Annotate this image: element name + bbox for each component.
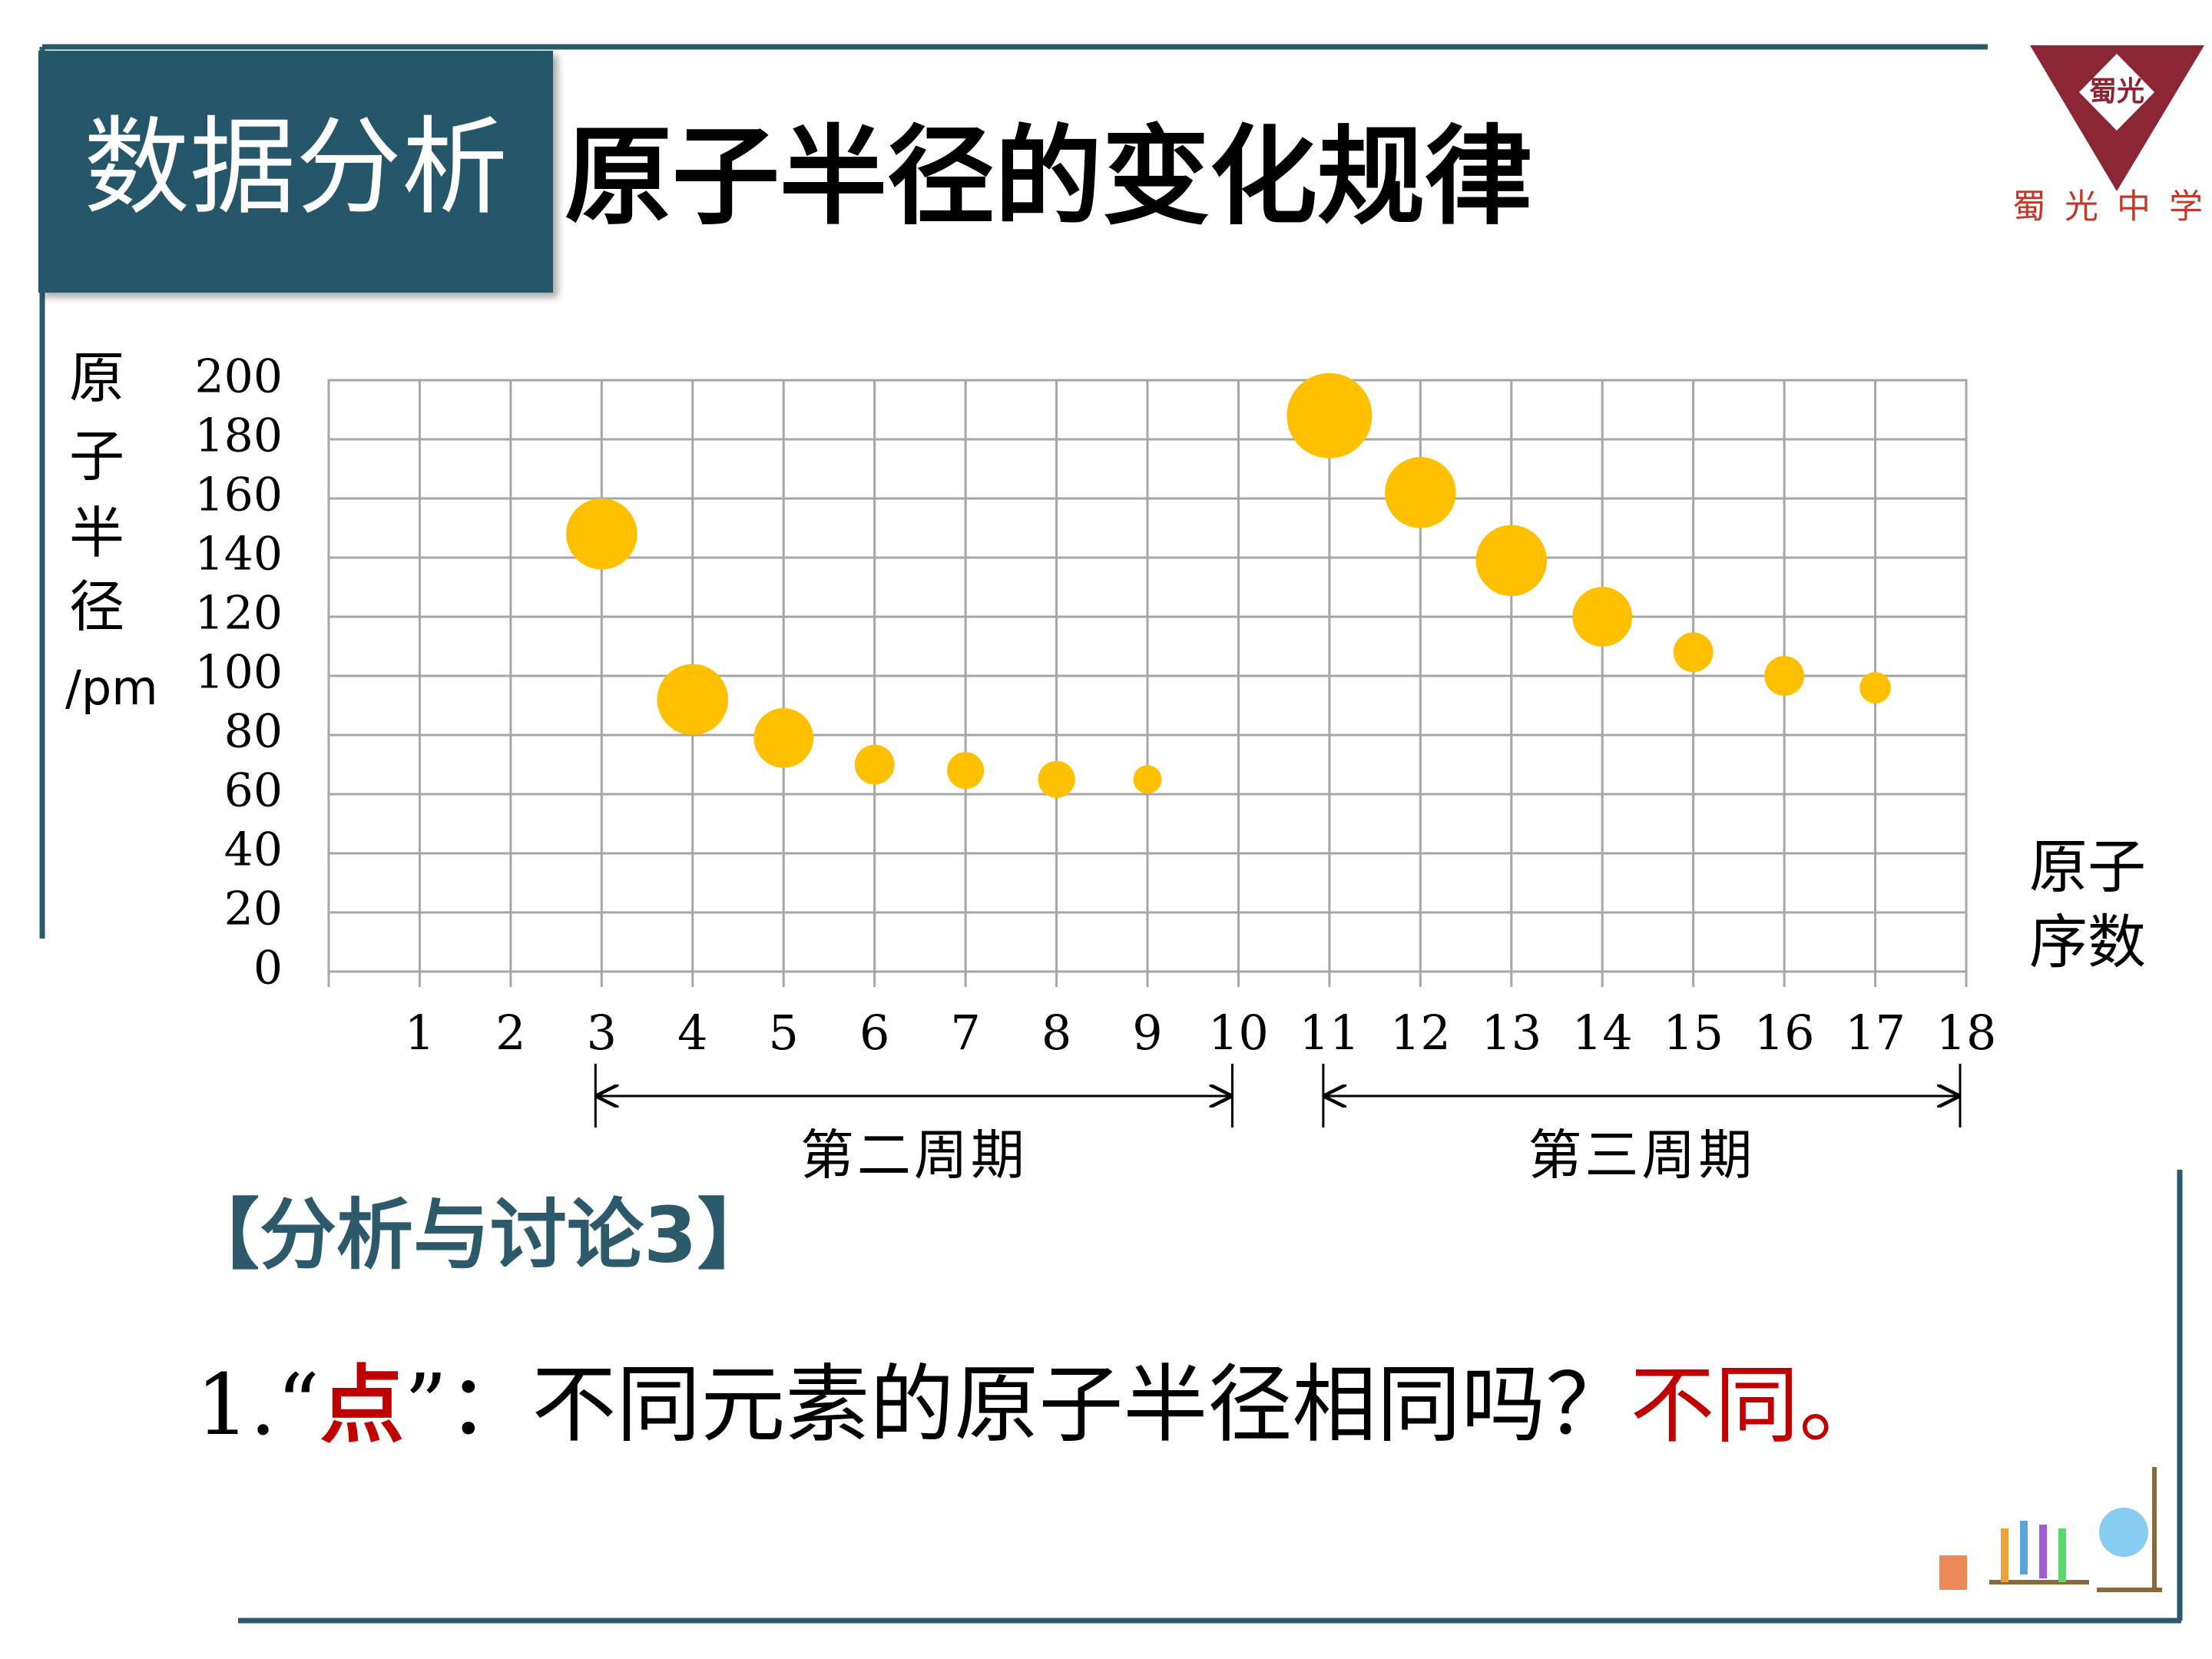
x-tick-label: 13 <box>1481 1005 1541 1061</box>
y-tick-label: 160 <box>194 469 283 522</box>
bubble <box>1673 632 1714 673</box>
bubble <box>753 708 814 768</box>
discussion-heading: 【分析与讨论3】 <box>183 1190 774 1280</box>
logo-diamond <box>2079 54 2154 131</box>
bubble <box>1859 672 1891 704</box>
slide-title: 原子半径的变化规律 <box>565 115 1532 240</box>
x-tick-label: 8 <box>1041 1005 1071 1061</box>
question-body: ”：不同元素的原子半径相同吗？ <box>404 1356 1630 1454</box>
x-tick-label: 12 <box>1390 1005 1451 1061</box>
x-tick-label: 17 <box>1845 1005 1906 1061</box>
y-tick-label: 140 <box>194 528 283 581</box>
question: 1.“点”：不同元素的原子半径相同吗？不同。 <box>196 1356 1883 1455</box>
question-keyword: 点 <box>320 1356 404 1455</box>
y-tick-label: 40 <box>224 823 283 877</box>
y-tick-label: 180 <box>194 409 283 463</box>
y-tick-label: 200 <box>194 350 283 404</box>
period-label: 第三周期 <box>1528 1124 1755 1187</box>
x-axis-label: 序数 <box>2029 908 2146 976</box>
bubble <box>854 744 895 785</box>
question-prefix: 1.“ <box>196 1356 320 1454</box>
bubble <box>1764 656 1805 696</box>
question-answer: 不同。 <box>1630 1356 1883 1455</box>
y-tick-label: 0 <box>253 942 283 995</box>
y-axis-label: 子 <box>69 424 124 488</box>
bubble <box>1475 525 1548 597</box>
bubble <box>1572 587 1633 647</box>
bubble <box>566 498 637 570</box>
x-tick-label: 6 <box>859 1005 889 1061</box>
x-tick-label: 1 <box>405 1005 435 1061</box>
y-axis-label: 半 <box>69 501 124 565</box>
x-tick-label: 7 <box>950 1005 980 1061</box>
y-tick-label: 100 <box>194 646 283 700</box>
y-tick-label: 60 <box>224 764 283 818</box>
y-axis-label: 原 <box>69 346 124 410</box>
period-label: 第二周期 <box>800 1124 1028 1187</box>
y-axis-unit: /pm <box>65 660 158 716</box>
bubble <box>657 664 729 736</box>
bubble <box>947 752 985 790</box>
y-tick-label: 80 <box>224 705 283 759</box>
school-name: 蜀光中学 <box>2012 187 2212 227</box>
bubble <box>1286 373 1373 459</box>
x-tick-label: 14 <box>1572 1005 1633 1061</box>
x-tick-label: 10 <box>1208 1005 1269 1061</box>
bubble <box>1038 760 1075 798</box>
x-tick-label: 5 <box>768 1005 798 1061</box>
y-axis-label: 径 <box>69 575 124 639</box>
x-tick-label: 15 <box>1663 1005 1724 1061</box>
badge-text: 数据分析 <box>84 106 508 230</box>
x-tick-label: 9 <box>1132 1005 1162 1061</box>
x-tick-label: 2 <box>495 1005 525 1061</box>
badge-box <box>38 51 553 293</box>
bubble <box>1385 457 1456 528</box>
x-axis-label: 原子 <box>2029 833 2146 901</box>
x-tick-label: 4 <box>677 1005 707 1061</box>
x-tick-label: 16 <box>1754 1005 1815 1061</box>
x-tick-label: 3 <box>587 1005 617 1061</box>
logo-mark: 蜀光 <box>2089 75 2144 108</box>
bubble <box>1133 765 1162 794</box>
y-tick-label: 120 <box>194 587 283 641</box>
lab-icon <box>1939 1467 2162 1592</box>
y-tick-label: 20 <box>224 882 283 936</box>
x-tick-label: 18 <box>1936 1005 1997 1061</box>
x-tick-label: 11 <box>1299 1005 1359 1061</box>
